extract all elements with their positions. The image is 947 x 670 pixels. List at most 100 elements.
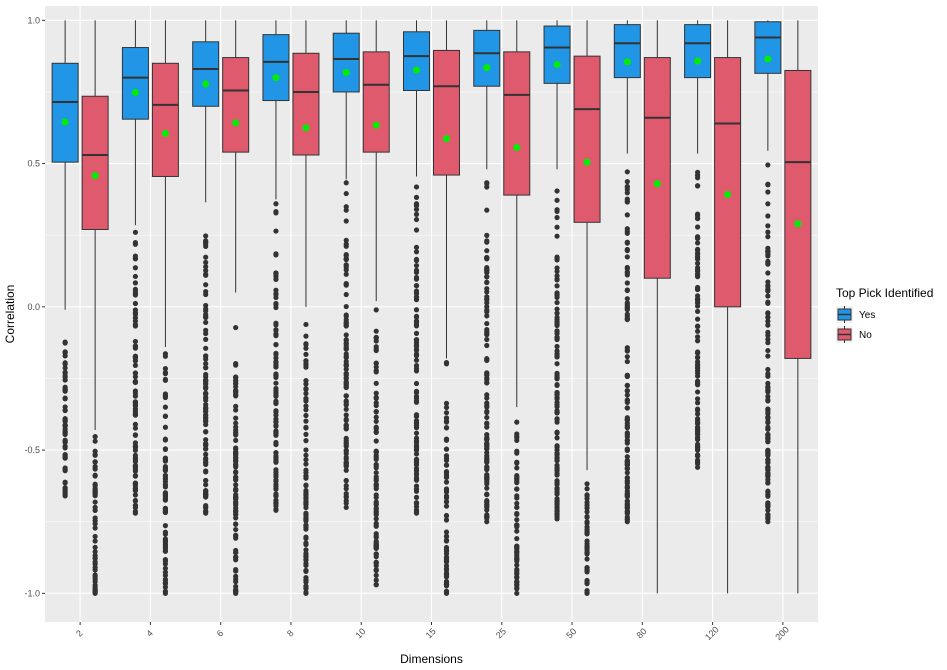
outlier-point <box>624 475 630 481</box>
outlier-point <box>373 429 379 436</box>
outlier-point <box>554 214 560 221</box>
outlier-point <box>233 535 239 541</box>
box-iqr <box>262 34 290 102</box>
outlier-point <box>92 590 98 596</box>
outlier-point <box>624 392 630 398</box>
outlier-point <box>624 492 630 498</box>
outlier-point <box>624 169 630 175</box>
outlier-point <box>554 343 560 350</box>
outlier-point <box>443 415 450 421</box>
outlier-point <box>203 381 209 387</box>
outlier-point <box>373 402 379 409</box>
outlier-point <box>62 353 68 359</box>
outlier-point <box>203 394 209 401</box>
outlier-point <box>765 229 771 235</box>
box-no-6 <box>222 20 250 596</box>
outlier-point <box>554 314 560 321</box>
outlier-point <box>343 416 349 422</box>
outlier-point <box>484 375 490 381</box>
outlier-point <box>233 526 239 533</box>
outlier-point <box>62 365 68 371</box>
outlier-point <box>443 537 450 543</box>
y-axis-ticks: -1.0 -0.5 0.0 0.5 1.0 <box>24 15 45 598</box>
outlier-point <box>514 511 520 518</box>
outlier-point <box>203 361 209 367</box>
outlier-point <box>765 288 771 294</box>
outlier-point <box>132 432 139 438</box>
outlier-point <box>132 370 139 376</box>
outlier-point <box>303 585 309 591</box>
outlier-point <box>624 509 630 515</box>
outlier-point <box>624 454 630 460</box>
box-no-8 <box>292 20 320 596</box>
outlier-point <box>413 203 420 209</box>
outlier-point <box>694 235 701 241</box>
outlier-point <box>554 435 560 441</box>
outlier-point <box>162 576 169 583</box>
outlier-point <box>132 503 139 509</box>
outlier-point <box>765 424 771 430</box>
outlier-point <box>343 375 349 381</box>
outlier-point <box>132 473 139 479</box>
outlier-point <box>373 554 379 560</box>
outlier-point <box>233 554 239 560</box>
y-tick-label: 0.5 <box>27 159 40 169</box>
outlier-point <box>694 349 701 355</box>
outlier-point <box>303 547 309 553</box>
outlier-point <box>413 184 420 190</box>
outlier-point <box>162 561 169 567</box>
outlier-point <box>554 257 560 263</box>
outlier-point <box>765 189 771 195</box>
outlier-point <box>694 267 701 273</box>
outlier-point <box>484 497 490 504</box>
outlier-point <box>303 431 309 437</box>
y-tick-label: 1.0 <box>27 15 40 25</box>
outlier-point <box>303 567 309 574</box>
outlier-point <box>443 582 450 588</box>
outlier-point <box>162 446 169 452</box>
outlier-point <box>514 590 520 596</box>
outlier-point <box>233 486 239 492</box>
outlier-point <box>203 502 209 509</box>
outlier-point <box>343 456 349 462</box>
outlier-point <box>373 394 379 400</box>
outlier-point <box>765 452 771 458</box>
outlier-point <box>162 424 169 430</box>
outlier-point <box>233 449 239 455</box>
outlier-point <box>624 470 630 476</box>
outlier-point <box>92 515 98 521</box>
outlier-point <box>443 487 450 493</box>
outlier-point <box>514 459 520 465</box>
outlier-point <box>554 465 560 471</box>
outlier-point <box>413 510 420 516</box>
outlier-point <box>694 316 701 322</box>
outlier-point <box>554 277 560 283</box>
outlier-point <box>273 342 279 348</box>
outlier-point <box>132 265 139 271</box>
outlier-point <box>132 458 139 465</box>
outlier-point <box>624 248 630 254</box>
y-tick-label: 0.0 <box>27 302 40 312</box>
outlier-point <box>343 424 349 430</box>
outlier-point <box>443 590 450 596</box>
outlier-point <box>624 447 630 453</box>
outlier-point <box>584 556 590 562</box>
outlier-point <box>554 310 560 316</box>
outlier-point <box>303 560 309 567</box>
outlier-point <box>694 334 701 340</box>
outlier-point <box>554 509 560 515</box>
outlier-point <box>514 581 520 588</box>
outlier-point <box>413 363 420 369</box>
outlier-point <box>132 286 139 292</box>
mean-point <box>91 172 99 180</box>
outlier-point <box>132 455 139 461</box>
outlier-point <box>373 531 379 537</box>
outlier-point <box>514 568 520 574</box>
outlier-point <box>162 472 169 479</box>
outlier-point <box>132 482 139 489</box>
outlier-point <box>484 265 490 271</box>
outlier-point <box>273 459 279 465</box>
outlier-point <box>413 494 420 500</box>
outlier-point <box>162 467 169 473</box>
outlier-point <box>484 304 490 310</box>
